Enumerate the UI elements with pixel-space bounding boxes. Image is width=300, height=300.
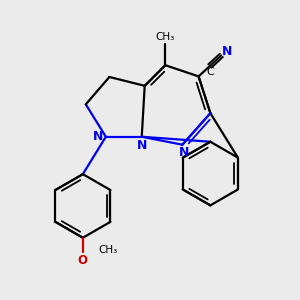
Text: CH₃: CH₃ bbox=[98, 245, 117, 255]
Text: C: C bbox=[206, 68, 214, 77]
Text: N: N bbox=[92, 130, 103, 143]
Text: N: N bbox=[179, 146, 189, 159]
Text: O: O bbox=[78, 254, 88, 267]
Text: N: N bbox=[221, 45, 232, 58]
Text: N: N bbox=[137, 139, 148, 152]
Text: CH₃: CH₃ bbox=[156, 32, 175, 42]
